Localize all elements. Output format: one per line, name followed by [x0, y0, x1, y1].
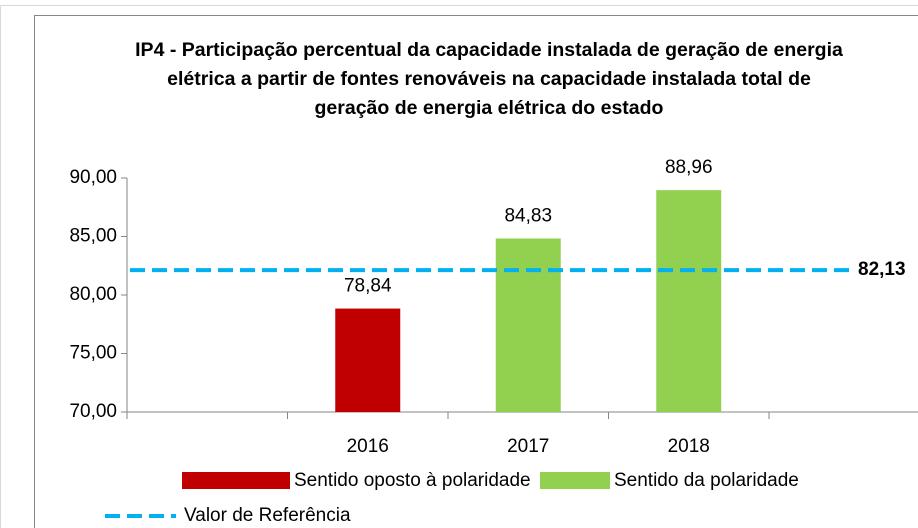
x-tick-label: 2018	[668, 436, 710, 457]
data-label: 88,96	[665, 157, 713, 178]
legend-label: Sentido da polaridade	[614, 470, 799, 491]
legend-swatch	[540, 472, 610, 489]
legend-label: Sentido oposto à polaridade	[294, 470, 531, 491]
legend-label: Valor de Referência	[184, 505, 351, 526]
data-label: 84,83	[504, 206, 552, 227]
chart-frame	[34, 15, 918, 528]
legend-swatch	[182, 472, 290, 489]
bar	[656, 190, 722, 412]
y-tick-label: 80,00	[69, 284, 117, 305]
chart-title: IP4 - Participação percentual da capacid…	[135, 39, 843, 119]
bar	[495, 238, 561, 412]
reference-label: 82,13	[858, 259, 906, 280]
x-tick-label: 2017	[507, 436, 549, 457]
y-tick-label: 90,00	[69, 167, 117, 188]
x-tick-label: 2016	[347, 436, 389, 457]
y-tick-label: 70,00	[69, 401, 117, 422]
y-tick-label: 85,00	[69, 226, 117, 247]
bar	[335, 308, 401, 412]
data-label: 78,84	[344, 276, 392, 297]
y-tick-label: 75,00	[69, 343, 117, 364]
outer-frame	[0, 5, 918, 528]
